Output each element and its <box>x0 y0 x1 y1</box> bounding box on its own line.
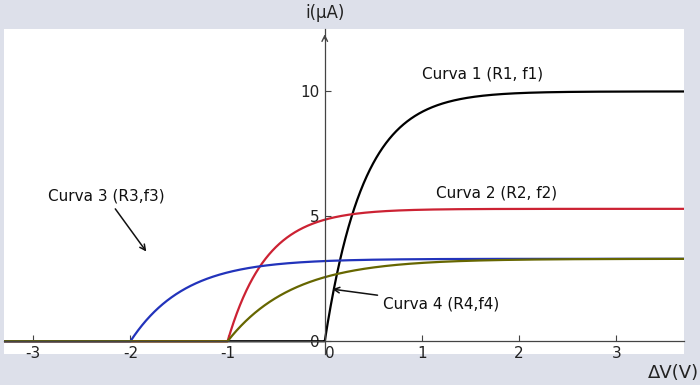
Text: i(μA): i(μA) <box>305 3 344 22</box>
Text: ΔV(V): ΔV(V) <box>648 364 699 382</box>
Text: Curva 1 (R1, f1): Curva 1 (R1, f1) <box>422 67 543 82</box>
Text: Curva 2 (R2, f2): Curva 2 (R2, f2) <box>437 185 558 200</box>
Text: Curva 4 (R4,f4): Curva 4 (R4,f4) <box>334 287 499 311</box>
Text: Curva 3 (R3,f3): Curva 3 (R3,f3) <box>48 189 164 250</box>
